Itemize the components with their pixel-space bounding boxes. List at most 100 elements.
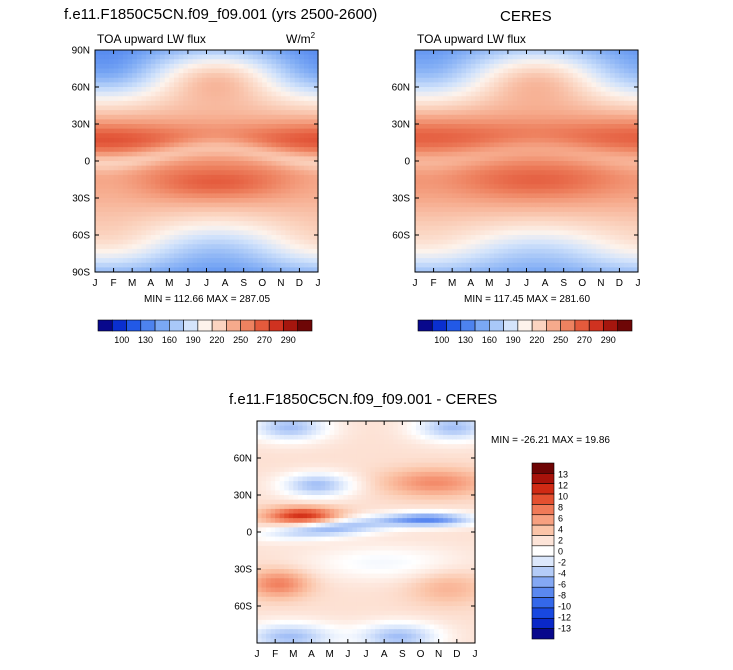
panel1-cell [211,202,217,208]
panel2-cell [507,262,514,268]
panel2-minmax: MIN = 117.45 MAX = 281.60 [464,294,591,305]
panel1-cell [271,82,277,88]
panel2-cell [610,211,616,218]
panel1-ytick-label: 90S [72,268,90,279]
panel2-cell [540,230,546,236]
panel1-cell [201,50,208,56]
panel2-cell [633,151,639,157]
panel1-cell [225,262,231,268]
panel2-cell [521,96,528,102]
panel2-cell [484,202,490,208]
panel2-cell [610,91,616,97]
panel1-cell [197,193,203,199]
panel1-cell [248,248,254,255]
panel1-cell [136,184,143,190]
panel2-cell [419,73,425,79]
panel2-cell [577,119,583,125]
panel2-cell [438,142,444,148]
panel1-cell [290,230,296,236]
panel2-cell [526,87,532,93]
panel1-cell [95,156,101,162]
panel1-cell [252,50,259,56]
panel2-cell [582,184,588,190]
panel2-cell [466,170,472,176]
panel1-cell [183,267,189,273]
panel1-cell [160,207,166,213]
panel1-cell [234,147,240,153]
panel3-cell [266,439,272,445]
panel2-cell [461,50,467,56]
panel1-cell [229,221,235,227]
panel3-cell [261,527,267,533]
panel2-cell [535,258,542,264]
panel1-cell [262,133,268,139]
panel1-cell [234,63,240,70]
panel1-cell [248,230,254,236]
panel2-cell [484,119,490,125]
panel2-cell [591,142,597,148]
panel2-cell [470,82,476,88]
panel3-cell [257,425,263,431]
panel2-cell [512,133,518,139]
panel2-cell [419,91,425,97]
panel1-cell [95,253,101,259]
panel1-cell [173,133,180,139]
panel2-cell [484,151,490,157]
panel2-cell [619,142,625,148]
panel1-cell [276,147,282,153]
panel1-cell [276,91,282,97]
panel2-cell [433,239,439,245]
panel1-cell [225,258,231,264]
panel2-cell [521,124,528,130]
panel1-cell [99,239,105,245]
panel1-cell [122,165,129,171]
panel1-cell [136,124,143,130]
panel2-cell [517,244,523,250]
panel1-cell [266,161,273,167]
panel1-cell [252,147,259,153]
panel2-cell [461,239,467,245]
panel1-cell [122,156,129,162]
panel1-cell [118,147,124,153]
panel1-cell [262,142,268,148]
panel2-cell [540,105,546,111]
panel1-cell [197,156,203,162]
panel2-cell [549,151,555,157]
panel2-cell [517,54,523,60]
panel2-cell [433,110,439,116]
panel1-cell [169,235,175,241]
panel1-cell [178,262,184,268]
panel2-cell [554,239,560,245]
panel2-cell [535,188,542,194]
panel2-cell [619,133,625,139]
panel3-cell [257,490,263,496]
panel1-cell [313,258,319,264]
panel2-cell [600,100,607,107]
panel1-cell [271,87,277,93]
panel2-cell [633,50,639,56]
panel1-cell [178,110,184,116]
panel1-cell [290,105,296,111]
panel2-cell [517,73,523,79]
panel2-cell [442,221,449,227]
panel2-cell [572,248,579,255]
panel2-cell [545,156,551,162]
panel1-cell [132,258,138,264]
panel1-cell [192,161,198,167]
panel2-cell [596,156,602,162]
panel1-cell [294,133,301,139]
panel2-cell [577,225,583,231]
panel2-cell [503,244,509,250]
panel2-cell [563,161,569,167]
panel1-cell [266,165,273,171]
panel2-cell [535,133,542,139]
panel2-cell [507,225,514,231]
panel1-cell [206,50,212,56]
panel1-cell [136,198,143,204]
panel2-cell [526,244,532,250]
panel2-cell [545,188,551,194]
panel1-cell [141,105,147,111]
panel2-cell [568,114,574,120]
panel2-cell [442,77,449,83]
panel2-cell [489,87,495,93]
